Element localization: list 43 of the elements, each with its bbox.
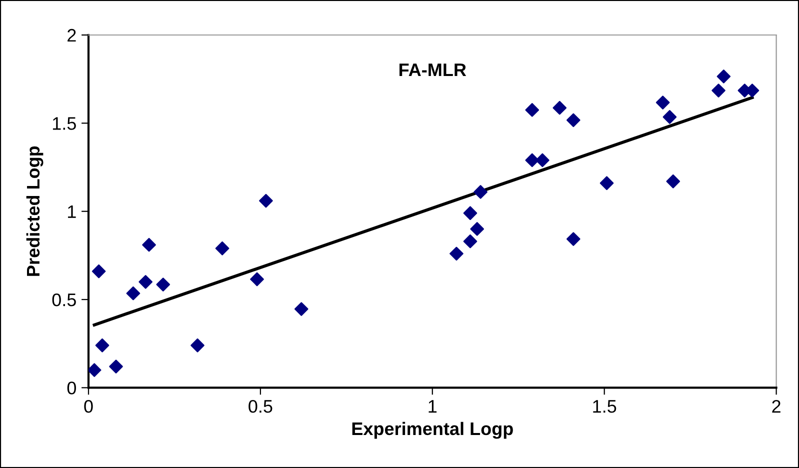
point [156, 278, 170, 292]
point [525, 153, 540, 168]
point [138, 274, 152, 289]
point [656, 96, 670, 110]
x-tick-label: 0 [84, 400, 93, 413]
y-axis-title: Predicted Logp [26, 146, 44, 276]
x-axis-title: Experimental Logp [352, 422, 513, 439]
point [215, 241, 230, 256]
point [474, 185, 488, 199]
point [126, 286, 140, 300]
point [88, 363, 102, 377]
y-tick-label: 0.5 [52, 293, 76, 306]
point [450, 246, 464, 261]
x-tick-label: 1.5 [593, 400, 616, 413]
point [536, 153, 550, 168]
y-tick-label: 2 [68, 28, 76, 42]
point [662, 110, 677, 124]
y-tick-label: 0 [67, 382, 76, 394]
text: FA-MLR [400, 64, 466, 76]
x-tick-label: 1 [428, 400, 437, 413]
point [525, 103, 540, 117]
point [566, 232, 580, 246]
point [190, 338, 204, 352]
point [712, 84, 726, 98]
point [250, 272, 264, 286]
point [552, 100, 567, 115]
point [95, 338, 110, 352]
x-tick-label: 2 [772, 400, 780, 413]
point [716, 70, 731, 84]
point [142, 238, 156, 252]
point [259, 194, 273, 208]
point [470, 222, 484, 236]
point [463, 234, 478, 248]
y-tick-label: 1 [68, 205, 76, 218]
point [566, 113, 580, 128]
point [294, 302, 308, 316]
point [463, 206, 478, 220]
point [109, 360, 123, 374]
point [92, 264, 106, 278]
x-tick-label: 0.5 [248, 400, 272, 413]
point [666, 174, 680, 188]
y-tick-label: 1.5 [52, 117, 76, 130]
point [600, 176, 614, 190]
